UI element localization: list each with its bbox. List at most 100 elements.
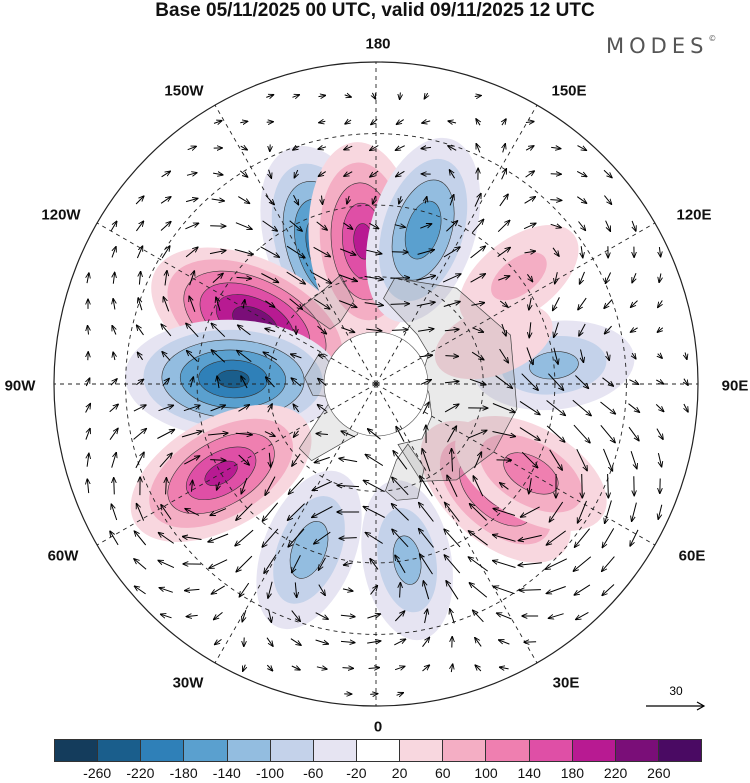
wind-arrow <box>444 555 461 574</box>
wind-arrow <box>243 300 245 309</box>
wind-arrow <box>450 609 455 624</box>
wind-arrow <box>421 147 432 148</box>
wind-arrow <box>345 120 352 124</box>
wind-arrow <box>578 221 586 231</box>
wind-arrow <box>161 505 172 520</box>
wind-arrow <box>293 194 299 205</box>
wind-arrow <box>422 637 430 647</box>
wind-arrow <box>286 271 306 284</box>
wind-arrow <box>185 198 198 201</box>
wind-arrow <box>165 271 167 286</box>
wind-arrow <box>110 221 117 232</box>
wind-arrow <box>546 586 566 594</box>
wind-arrow <box>291 610 301 622</box>
wind-arrow <box>442 274 461 283</box>
wind-arrow <box>499 300 508 307</box>
wind-arrow <box>471 351 484 360</box>
wind-arrow <box>339 458 358 463</box>
wind-arrow <box>497 613 512 620</box>
wind-arrow <box>422 665 430 672</box>
anomaly-contour <box>289 521 329 579</box>
wind-arrow <box>525 146 534 150</box>
wind-arrow <box>133 405 146 412</box>
wind-arrow <box>137 352 144 361</box>
wind-arrow <box>550 200 561 201</box>
wind-arrow <box>475 665 482 672</box>
wind-arrow <box>629 379 638 385</box>
wind-arrow <box>476 144 480 153</box>
wind-arrow <box>450 195 454 206</box>
wind-arrow <box>419 529 434 548</box>
wind-arrow <box>292 555 301 572</box>
wind-arrow <box>158 405 174 412</box>
wind-arrow <box>264 431 275 437</box>
wind-arrow <box>392 529 409 548</box>
wind-arrow <box>293 404 300 413</box>
wind-arrow <box>630 328 638 332</box>
wind-arrow <box>448 146 457 151</box>
lon-label-60w: 60W <box>47 547 79 565</box>
brand-mark: © <box>708 34 717 43</box>
wind-arrow <box>419 355 432 357</box>
colorbar-swatch <box>485 740 529 761</box>
wind-arrow <box>468 557 488 572</box>
wind-arrow <box>342 668 354 669</box>
wind-arrow <box>341 431 356 438</box>
wind-arrow <box>451 664 452 673</box>
wind-arrow <box>632 220 636 231</box>
wind-arrow <box>502 119 506 126</box>
wind-arrow <box>394 666 405 669</box>
wind-arrow <box>632 502 637 522</box>
wind-arrow <box>289 298 303 310</box>
wind-arrow <box>113 299 115 310</box>
wind-arrow <box>290 638 301 646</box>
reference-arrow-icon <box>646 701 706 711</box>
wind-arrow <box>266 664 272 671</box>
wind-arrow <box>161 246 170 259</box>
wind-arrow <box>262 502 279 521</box>
lon-label-90w: 90W <box>4 377 36 395</box>
wind-arrow <box>475 638 482 647</box>
wind-arrow <box>657 328 664 333</box>
wind-arrow <box>87 273 89 284</box>
wind-arrow <box>111 452 117 468</box>
wind-arrow <box>573 424 590 443</box>
wind-arrow <box>658 354 663 359</box>
wind-arrow <box>163 297 170 312</box>
wind-arrow <box>183 405 200 412</box>
meridian-line <box>96 383 377 546</box>
wind-arrow <box>578 297 587 310</box>
wind-arrow <box>293 146 300 150</box>
wind-arrow <box>211 199 225 201</box>
colorbar-tick-label: 220 <box>603 765 628 781</box>
wind-arrow <box>658 452 661 467</box>
wind-arrow <box>294 169 297 178</box>
wind-arrow <box>497 220 510 233</box>
wind-arrow <box>370 694 378 695</box>
wind-arrow <box>422 449 431 472</box>
colorbar-tick-label: -260 <box>83 765 112 781</box>
wind-arrow <box>548 373 563 391</box>
wind-arrow <box>216 297 221 312</box>
wind-arrow <box>529 478 532 494</box>
wind-arrow <box>365 454 384 467</box>
wind-arrow <box>318 171 326 177</box>
colorbar-tick-label: 180 <box>560 765 585 781</box>
wind-arrow <box>113 272 114 284</box>
wind-arrow <box>133 429 147 440</box>
wind-arrow <box>185 509 200 516</box>
colorbar-tick-label: -180 <box>169 765 198 781</box>
wind-arrow <box>474 96 481 97</box>
wind-arrow <box>238 196 249 204</box>
wind-arrow <box>395 145 405 151</box>
wind-arrow <box>446 221 457 232</box>
wind-arrow <box>319 121 326 122</box>
colorbar-swatch <box>657 740 702 761</box>
wind-arrow <box>316 434 328 435</box>
wind-arrow <box>318 378 327 386</box>
wind-arrow <box>470 246 486 259</box>
wind-arrow <box>655 404 664 411</box>
wind-arrow <box>162 378 169 386</box>
wind-arrow <box>339 538 357 539</box>
wind-arrow <box>210 508 227 516</box>
